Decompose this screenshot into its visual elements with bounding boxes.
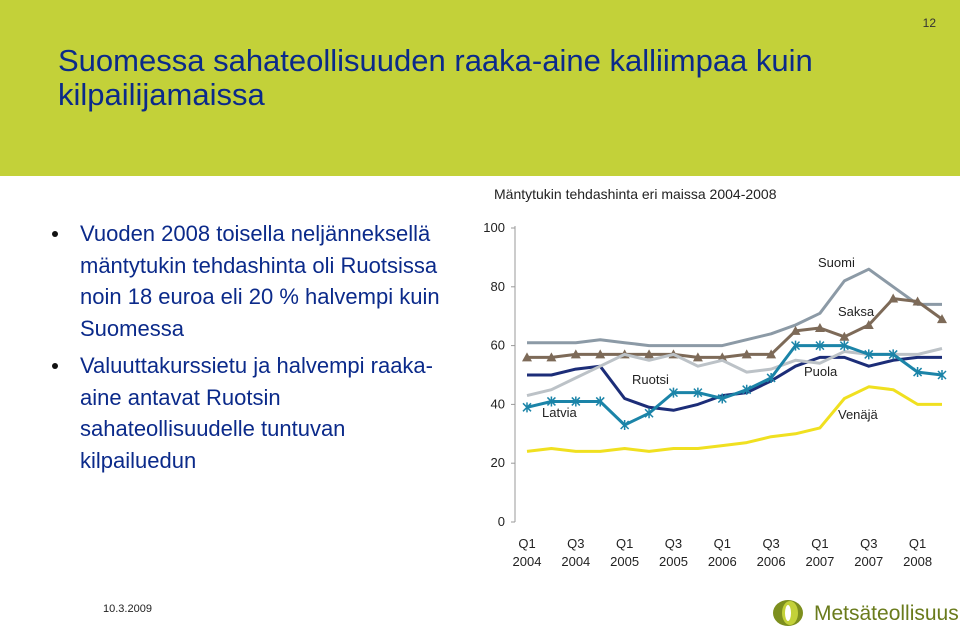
- x-tick-label: 2006: [757, 554, 786, 569]
- x-tick-label: 2005: [659, 554, 688, 569]
- data-point-saksa: [546, 352, 557, 362]
- bullet-item: Valuuttakurssietu ja halvempi raaka-aine…: [50, 350, 460, 476]
- data-point-latvia: [668, 387, 679, 398]
- x-tick-label: 2006: [708, 554, 737, 569]
- y-tick-label: 0: [498, 514, 505, 529]
- y-tick-label: 80: [491, 279, 505, 294]
- x-tick-label: Q1: [616, 536, 633, 551]
- y-tick-label: 100: [483, 220, 505, 235]
- x-tick-label: Q1: [518, 536, 535, 551]
- data-point-latvia: [620, 419, 630, 430]
- data-point-latvia: [937, 370, 947, 380]
- series-label-latvia: Latvia: [542, 405, 577, 420]
- x-tick-label: Q1: [811, 536, 828, 551]
- series-label-puola: Puola: [804, 364, 838, 379]
- series-label-ruotsi: Ruotsi: [632, 372, 669, 387]
- data-point-latvia: [546, 396, 556, 407]
- bullet-item: Vuoden 2008 toisella neljänneksellä mänt…: [50, 218, 460, 344]
- series-label-suomi: Suomi: [818, 255, 855, 270]
- data-point-latvia: [839, 340, 849, 351]
- series-label-saksa: Saksa: [838, 304, 875, 319]
- data-point-saksa: [570, 349, 581, 359]
- x-tick-label: 2008: [903, 554, 932, 569]
- x-tick-label: Q1: [909, 536, 926, 551]
- data-point-latvia: [742, 384, 752, 395]
- data-point-latvia: [790, 340, 801, 351]
- x-tick-label: Q3: [860, 536, 877, 551]
- data-point-latvia: [644, 408, 654, 419]
- line-chart: 0 20 40 60 80 100 Q1 2004 Q3 2004 Q1 2005 Q3 2005 Q1 20…: [483, 220, 947, 569]
- x-tick-label: 2004: [561, 554, 590, 569]
- series-line-suomi: [527, 267, 942, 348]
- data-point-latvia: [571, 396, 581, 407]
- x-tick-label: 2007: [805, 554, 834, 569]
- chart-title: Mäntytukin tehdashinta eri maissa 2004-2…: [494, 186, 777, 202]
- data-point-saksa: [741, 349, 752, 359]
- y-tick-label: 60: [491, 338, 505, 353]
- x-tick-label: Q3: [567, 536, 584, 551]
- x-tick-label: 2007: [854, 554, 883, 569]
- data-point-saksa: [595, 349, 606, 359]
- slide-title: Suomessa sahateollisuuden raaka-aine kal…: [58, 43, 813, 112]
- logo-icon: [773, 600, 803, 626]
- data-point-latvia: [766, 372, 776, 383]
- data-point-latvia: [693, 387, 703, 398]
- data-point-latvia: [913, 367, 923, 378]
- data-point-saksa: [766, 349, 777, 359]
- series-line-latvia: [526, 344, 943, 427]
- x-tick-label: Q3: [762, 536, 779, 551]
- data-point-latvia: [717, 393, 727, 404]
- series-label-venaja: Venäjä: [838, 407, 879, 422]
- y-tick-label: 20: [491, 455, 505, 470]
- footer-date: 10.3.2009: [103, 603, 152, 615]
- data-point-saksa: [692, 352, 703, 362]
- page-number: 12: [922, 16, 936, 30]
- bullet-list: Vuoden 2008 toisella neljänneksellä mänt…: [50, 218, 460, 482]
- data-point-latvia: [888, 349, 898, 360]
- x-tick-label: Q1: [714, 536, 731, 551]
- data-point-saksa: [863, 320, 874, 330]
- data-point-saksa: [522, 352, 532, 362]
- logo-text: Metsäteollisuus: [814, 602, 959, 625]
- company-logo: Metsäteollisuus: [770, 598, 959, 628]
- data-point-latvia: [815, 340, 825, 351]
- data-point-saksa: [717, 352, 728, 362]
- y-tick-label: 40: [491, 396, 505, 411]
- data-point-saksa: [937, 314, 947, 324]
- data-point-saksa: [912, 296, 923, 306]
- data-point-saksa: [839, 331, 850, 341]
- title-banner: [0, 0, 960, 176]
- data-point-latvia: [522, 402, 532, 413]
- data-point-latvia: [595, 396, 605, 407]
- x-tick-label: Q3: [665, 536, 682, 551]
- data-point-latvia: [864, 349, 874, 360]
- data-point-saksa: [814, 322, 825, 332]
- x-tick-label: 2004: [513, 554, 542, 569]
- data-point-saksa: [888, 293, 899, 303]
- series-line-venaja: [526, 385, 942, 453]
- data-point-saksa: [790, 325, 801, 335]
- x-tick-label: 2005: [610, 554, 639, 569]
- series-line-saksa: [527, 297, 943, 359]
- data-point-saksa: [644, 349, 655, 359]
